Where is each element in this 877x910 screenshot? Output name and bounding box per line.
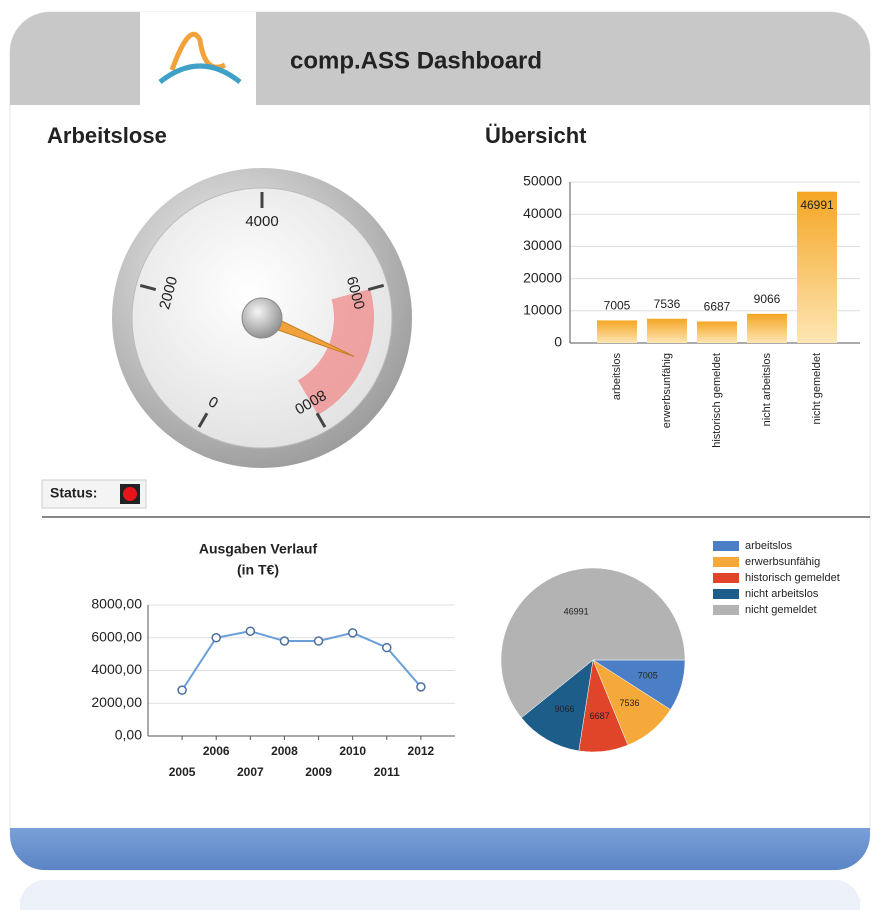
gauge-tick — [197, 412, 209, 428]
point — [279, 636, 290, 646]
bar — [597, 320, 637, 343]
x-tick-label: 2008 — [271, 744, 298, 758]
status-label: Status: — [50, 485, 97, 501]
bar — [747, 313, 787, 343]
chart-title: Ausgaben Verlauf — [199, 541, 318, 557]
legend-swatch — [713, 589, 739, 599]
x-tick-label: 2011 — [374, 765, 400, 779]
x-tick-label: arbeitslos — [611, 353, 623, 401]
y-tick-label: 10000 — [523, 302, 562, 318]
y-tick-label: 0,00 — [115, 727, 142, 743]
bar-value-label: 7005 — [604, 299, 631, 313]
y-tick-label: 4000,00 — [91, 661, 142, 677]
y-tick-label: 0 — [554, 334, 562, 350]
pie-value-label: 6687 — [590, 711, 610, 721]
x-tick-label: 2010 — [339, 744, 366, 758]
pie-value-label: 9066 — [554, 704, 574, 714]
y-tick-label: 8000,00 — [91, 596, 142, 612]
legend-swatch — [713, 573, 739, 583]
gauge-band — [298, 289, 374, 415]
legend-label: nicht gemeldet — [745, 604, 817, 616]
legend-label: arbeitslos — [745, 540, 793, 552]
legend-swatch — [713, 605, 739, 615]
legend-swatch — [713, 557, 739, 567]
point — [416, 682, 426, 692]
legend-label: erwerbsunfähig — [745, 556, 820, 568]
gauge-hub — [241, 297, 283, 339]
x-tick-label: 2007 — [237, 765, 264, 779]
reflection — [20, 880, 860, 910]
point — [177, 685, 187, 695]
logo-mark — [158, 63, 242, 84]
y-tick-label: 2000,00 — [91, 694, 142, 710]
y-tick-label: 20000 — [523, 269, 562, 285]
line — [181, 630, 422, 691]
bar-value-label: 46991 — [800, 198, 834, 212]
status-lamp — [123, 487, 137, 501]
section-title: Arbeitslose — [47, 123, 167, 148]
legend-swatch — [713, 541, 739, 551]
pie-slice — [500, 567, 686, 719]
bar-value-label: 9066 — [754, 292, 781, 306]
point — [347, 628, 358, 638]
point — [382, 642, 392, 653]
gauge-tick — [139, 283, 157, 291]
gauge-tick — [315, 412, 327, 428]
x-tick-label: nicht arbeitslos — [761, 353, 773, 427]
x-tick-label: erwerbsunfähig — [661, 353, 673, 428]
point — [211, 633, 221, 643]
x-tick-label: historisch gemeldet — [711, 353, 723, 448]
legend-label: historisch gemeldet — [745, 572, 840, 584]
bar-value-label: 7536 — [654, 297, 681, 311]
x-tick-label: 2005 — [169, 765, 196, 779]
bar — [647, 318, 687, 343]
bar-value-label: 6687 — [704, 300, 731, 314]
point — [245, 626, 256, 636]
legend-label: nicht arbeitslos — [745, 588, 819, 600]
header-title: comp.ASS Dashboard — [290, 47, 542, 74]
x-tick-label: nicht gemeldet — [811, 353, 823, 425]
bar — [697, 321, 737, 343]
y-tick-label: 50000 — [523, 173, 562, 189]
x-tick-label: 2009 — [305, 765, 332, 779]
section-title: Übersicht — [485, 123, 587, 148]
y-tick-label: 6000,00 — [91, 628, 142, 644]
y-tick-label: 40000 — [523, 205, 562, 221]
bar — [797, 191, 837, 343]
pie-value-label: 7536 — [620, 698, 640, 708]
pie-slice — [521, 659, 594, 752]
x-tick-label: 2012 — [408, 744, 435, 758]
gauge-tick-label: 4000 — [245, 213, 278, 230]
pie-value-label: 46991 — [564, 607, 589, 617]
gauge-tick — [367, 283, 385, 291]
logo — [140, 12, 256, 105]
x-tick-label: 2006 — [203, 744, 230, 758]
y-tick-label: 30000 — [523, 237, 562, 253]
chart-subtitle: (in T€) — [237, 562, 279, 578]
point — [313, 636, 324, 646]
footer-band — [10, 828, 870, 870]
pie-value-label: 7005 — [638, 670, 658, 680]
